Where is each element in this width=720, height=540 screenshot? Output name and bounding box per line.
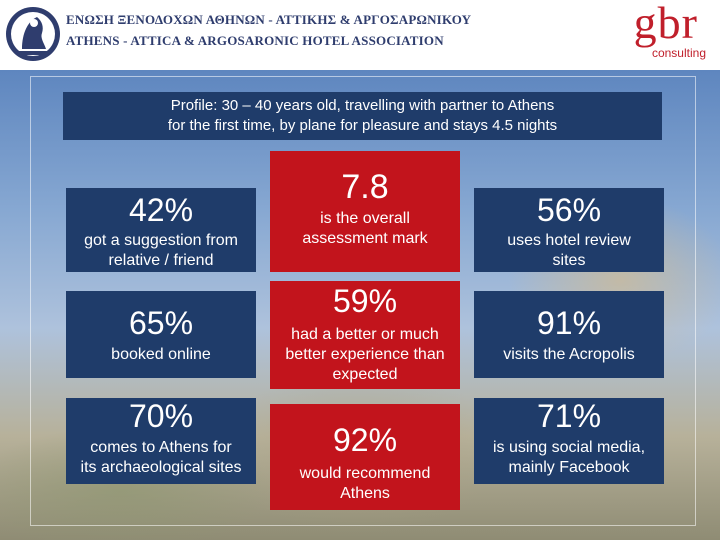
stat-text: relative / friend	[108, 252, 214, 269]
stat-box-archaeological: 70% comes to Athens for its archaeologic…	[66, 398, 256, 484]
stat-value: 70%	[128, 398, 194, 434]
stat-text: mainly Facebook	[508, 459, 630, 476]
header: ΕΝΩΣΗ ΞΕΝΟΔΟΧΩΝ ΑΘΗΝΩΝ - ΑΤΤΙΚΗΣ & ΑΡΓΟΣ…	[0, 0, 720, 70]
stat-value: 91%	[536, 305, 602, 341]
stat-text: assessment mark	[302, 230, 428, 247]
stat-text: comes to Athens for	[90, 439, 232, 456]
stat-text: better experience than	[285, 346, 445, 363]
stat-box-booked-online: 65% booked online	[66, 291, 256, 378]
stat-text: is the overall	[320, 210, 410, 227]
stat-value: 65%	[128, 305, 194, 341]
stat-box-suggestion: 42% got a suggestion from relative / fri…	[66, 188, 256, 272]
gbr-letters: gbr	[633, 0, 698, 48]
content-frame	[30, 76, 696, 526]
stat-value: 42%	[128, 192, 194, 228]
stat-text: Athens	[340, 485, 390, 502]
gbr-consulting-logo: gbr consulting	[606, 0, 706, 66]
stat-value: 59%	[332, 283, 398, 319]
association-name-english: ATHENS - ATTICA & ARGOSARONIC HOTEL ASSO…	[66, 33, 444, 48]
gbr-consulting-label: consulting	[651, 46, 706, 60]
stat-value: 7.8	[341, 168, 389, 206]
stat-value: 92%	[332, 422, 398, 458]
association-name: ΕΝΩΣΗ ΞΕΝΟΔΟΧΩΝ ΑΘΗΝΩΝ - ΑΤΤΙΚΗΣ & ΑΡΓΟΣ…	[66, 9, 471, 51]
stat-text: booked online	[111, 346, 211, 363]
stat-text: uses hotel review	[507, 232, 631, 249]
stat-text: is using social media,	[492, 439, 646, 456]
stat-text: expected	[332, 366, 398, 383]
stat-box-assessment: 7.8 is the overall assessment mark	[270, 151, 460, 272]
stat-value: 56%	[536, 192, 602, 228]
stat-box-review-sites: 56% uses hotel review sites	[474, 188, 664, 272]
profile-line-2: for the first time, by plane for pleasur…	[167, 117, 558, 134]
stat-text: got a suggestion from	[84, 232, 238, 249]
stat-box-social-media: 71% is using social media, mainly Facebo…	[474, 398, 664, 484]
profile-banner: Profile: 30 – 40 years old, travelling w…	[63, 92, 662, 140]
stat-text: visits the Acropolis	[503, 346, 635, 363]
stat-box-acropolis: 91% visits the Acropolis	[474, 291, 664, 378]
stat-text: its archaeological sites	[80, 459, 242, 476]
stat-box-experience: 59% had a better or much better experien…	[270, 281, 460, 389]
association-emblem-icon	[4, 3, 62, 65]
stat-text: had a better or much	[291, 326, 439, 343]
stat-text: would recommend	[299, 465, 431, 482]
association-name-greek: ΕΝΩΣΗ ΞΕΝΟΔΟΧΩΝ ΑΘΗΝΩΝ - ΑΤΤΙΚΗΣ & ΑΡΓΟΣ…	[66, 12, 472, 27]
stat-text: sites	[552, 252, 586, 269]
stat-value: 71%	[536, 398, 602, 434]
stat-box-recommend: 92% would recommend Athens	[270, 404, 460, 510]
profile-line-1: Profile: 30 – 40 years old, travelling w…	[170, 97, 555, 114]
